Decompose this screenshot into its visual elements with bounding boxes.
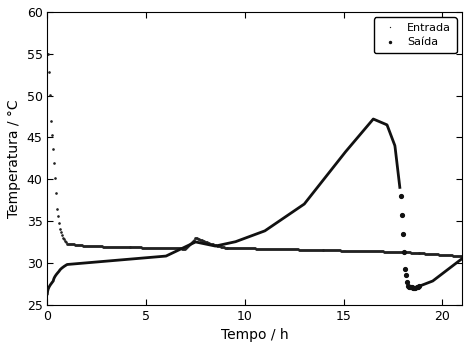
X-axis label: Tempo / h: Tempo / h	[221, 328, 288, 342]
Y-axis label: Temperatura / °C: Temperatura / °C	[7, 99, 21, 218]
Legend: Entrada, Saída: Entrada, Saída	[374, 17, 456, 53]
